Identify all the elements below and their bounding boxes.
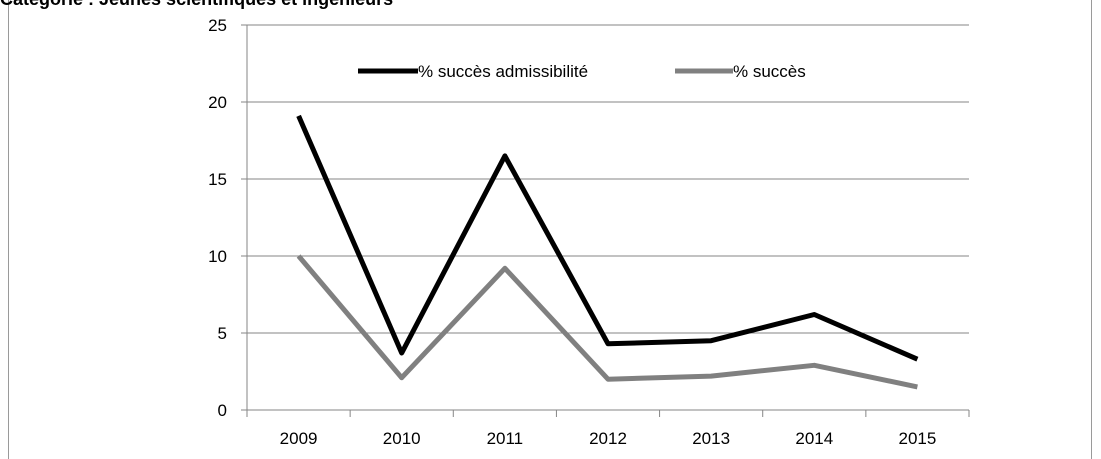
y-tick-label: 0 [218, 401, 227, 420]
chart-frame [8, 0, 1092, 459]
y-tick-label: 5 [218, 324, 227, 343]
series-lines [296, 114, 919, 390]
legend: % succès admissibilité % succès [358, 62, 806, 81]
x-tick-label: 2010 [383, 429, 421, 448]
x-tick-label: 2015 [899, 429, 937, 448]
x-tick-label: 2014 [795, 429, 833, 448]
y-tick-label: 15 [208, 170, 227, 189]
series-line-0 [296, 114, 919, 362]
x-tick-labels: 2009 2010 2011 2012 2013 2014 2015 [280, 429, 937, 448]
x-tick-label: 2012 [589, 429, 627, 448]
grid-lines [247, 24, 969, 334]
y-tick-label: 20 [208, 93, 227, 112]
y-tick-label: 10 [208, 247, 227, 266]
x-tick-label: 2013 [692, 429, 730, 448]
y-tick-label: 25 [208, 16, 227, 35]
chart-title: Catégorie : Jeunes scientifiques et ingé… [0, 0, 393, 10]
axes [241, 24, 970, 417]
y-tick-labels: 0 5 10 15 20 25 [208, 16, 227, 420]
legend-label: % succès admissibilité [418, 62, 588, 81]
x-tick-label: 2009 [280, 429, 318, 448]
legend-label: % succès [733, 62, 806, 81]
x-tick-label: 2011 [487, 429, 524, 448]
